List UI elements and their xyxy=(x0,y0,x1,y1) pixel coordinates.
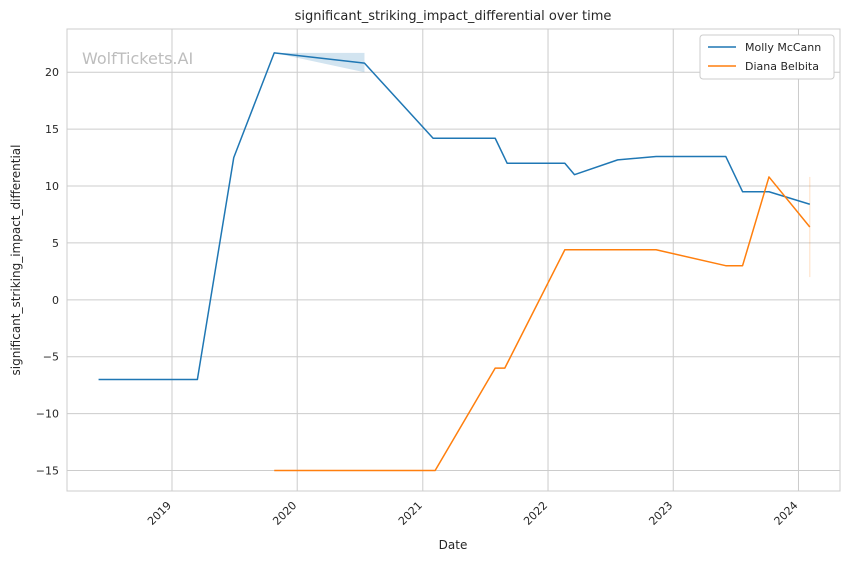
series-line xyxy=(274,176,811,472)
chart-title: significant_striking_impact_differential… xyxy=(295,9,612,24)
y-tick-label: 5 xyxy=(52,237,59,250)
grid-lines xyxy=(67,29,840,491)
y-tick-label: −15 xyxy=(36,465,59,478)
y-tick-label: 20 xyxy=(45,66,59,79)
y-tick-label: 10 xyxy=(45,180,59,193)
legend-entry: Molly McCann xyxy=(745,41,821,54)
watermark: WolfTickets.AI xyxy=(82,49,193,68)
x-tick-label: 2021 xyxy=(396,499,425,528)
x-tick-label: 2022 xyxy=(521,499,550,528)
series-lines xyxy=(98,52,811,472)
y-tick-label: 15 xyxy=(45,123,59,136)
y-axis-label: significant_striking_impact_differential xyxy=(9,145,23,376)
x-tick-label: 2024 xyxy=(772,499,801,528)
plot-frame xyxy=(66,28,841,492)
y-tick-labels: 20 15 10 5 0 −5 −10 −15 xyxy=(36,66,59,477)
y-tick-label: −10 xyxy=(36,408,59,421)
legend-entry: Diana Belbita xyxy=(745,60,819,73)
y-tick-label: −5 xyxy=(43,351,59,364)
legend-box xyxy=(699,34,835,80)
x-tick-label: 2023 xyxy=(646,499,675,528)
x-tick-label: 2019 xyxy=(145,499,174,528)
x-tick-label: 2020 xyxy=(270,499,299,528)
legend: Molly McCann Diana Belbita xyxy=(699,34,835,80)
confidence-band xyxy=(274,52,365,73)
series-line xyxy=(98,52,811,381)
y-tick-label: 0 xyxy=(52,294,59,307)
x-axis-label: Date xyxy=(439,538,468,552)
x-tick-labels: 2019 2020 2021 2022 2023 2024 xyxy=(145,499,800,528)
